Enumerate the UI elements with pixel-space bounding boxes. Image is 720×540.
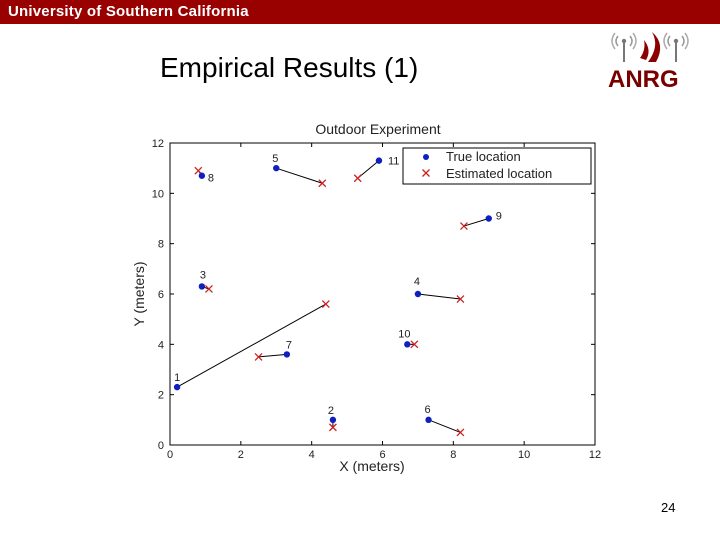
- node-label-4: 4: [414, 276, 420, 288]
- legend-x-mark: [422, 169, 430, 177]
- page-number: 24: [661, 500, 676, 515]
- true-marker-5: [273, 164, 280, 172]
- error-line-5: [276, 167, 323, 184]
- node-label-8: 8: [208, 173, 214, 185]
- x-tick-label: 12: [589, 449, 601, 461]
- error-line-4: [417, 293, 461, 300]
- true-marker-9: [485, 215, 492, 222]
- y-tick-label: 12: [152, 138, 164, 150]
- node-label-6: 6: [425, 404, 431, 416]
- true-marker-6: [425, 416, 432, 424]
- y-tick-label: 4: [158, 339, 164, 351]
- true-marker-11: [375, 157, 383, 164]
- x-tick-label: 10: [518, 449, 530, 461]
- node-label-9: 9: [496, 211, 502, 223]
- error-lines: [176, 160, 489, 433]
- estimated-marker-2: [328, 423, 337, 432]
- y-tick-label: 6: [158, 289, 164, 301]
- antenna-icon: [611, 32, 689, 62]
- estimated-marker-3: [204, 285, 213, 293]
- y-tick-label: 10: [152, 188, 164, 200]
- node-labels: 1 2 3 4 5 6 7 8 9 10 11: [174, 153, 502, 417]
- y-tick-label: 2: [158, 390, 164, 402]
- university-name: University of Southern California: [8, 3, 249, 20]
- legend-estimated-label: Estimated location: [446, 166, 552, 181]
- legend: True location Estimated location: [402, 147, 592, 185]
- anrg-logo: ANRG: [604, 28, 694, 100]
- estimated-marker-10: [410, 340, 419, 349]
- error-line-9: [463, 218, 489, 227]
- x-tick-label: 2: [238, 449, 244, 461]
- estimated-marker-9: [459, 222, 468, 231]
- estimated-marker-5: [318, 179, 327, 188]
- y-tick-label: 0: [158, 440, 164, 452]
- estimated-marker-6: [456, 428, 465, 437]
- error-line-7: [258, 353, 287, 358]
- x-tick-label: 8: [450, 449, 456, 461]
- estimated-marker-11: [353, 174, 362, 183]
- true-marker-4: [414, 290, 422, 298]
- legend-true-label: True location: [446, 149, 521, 164]
- true-marker-7: [283, 351, 291, 358]
- node-label-3: 3: [200, 269, 206, 281]
- markers: [173, 157, 492, 437]
- node-label-10: 10: [398, 328, 410, 340]
- y-tick-label: 8: [158, 239, 164, 251]
- chart-title: Outdoor Experiment: [315, 121, 440, 137]
- node-label-7: 7: [286, 339, 292, 351]
- logo-text: ANRG: [608, 66, 679, 93]
- true-marker-8: [198, 172, 206, 179]
- true-marker-10: [404, 341, 411, 348]
- university-banner: University of Southern California: [0, 0, 720, 24]
- node-label-1: 1: [174, 372, 180, 384]
- node-label-5: 5: [272, 153, 278, 165]
- legend-true-marker: [423, 154, 429, 160]
- node-label-2: 2: [328, 405, 334, 417]
- true-marker-3: [198, 283, 206, 290]
- estimated-marker-1: [321, 300, 330, 309]
- true-marker-1: [173, 383, 181, 391]
- error-line-1: [176, 303, 327, 388]
- x-tick-label: 6: [379, 449, 385, 461]
- legend-box: [402, 147, 592, 185]
- node-label-11: 11: [388, 156, 399, 168]
- plot-area: [169, 142, 596, 446]
- true-marker-2: [329, 416, 337, 424]
- x-axis-label: X (meters): [339, 458, 404, 474]
- error-line-6: [428, 419, 461, 433]
- x-tick-label: 0: [167, 449, 173, 461]
- y-axis-label: Y (meters): [131, 261, 147, 326]
- estimated-marker-4: [456, 295, 465, 303]
- slide-title: Empirical Results (1): [160, 52, 419, 83]
- estimated-marker-7: [254, 352, 263, 361]
- legend-estimated-marker: [422, 169, 430, 177]
- x-tick-label: 4: [309, 449, 315, 461]
